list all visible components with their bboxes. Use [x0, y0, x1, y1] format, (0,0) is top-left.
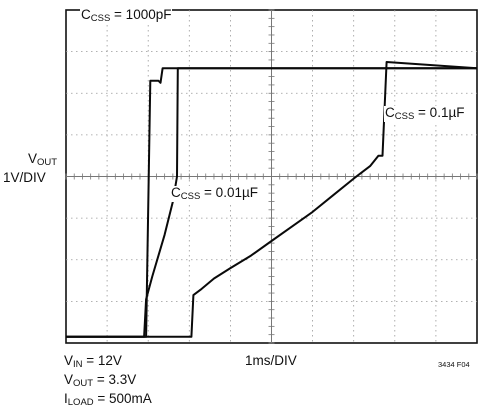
trace-layer: [66, 61, 478, 338]
trace-series-2: [66, 67, 477, 338]
series-label-1000pf: CCSS = 1000pF: [80, 7, 173, 24]
figure-id: 3434 F04: [438, 360, 470, 369]
scope-grid: [65, 9, 478, 344]
series-label-0-1uf: CCSS = 0.1µF: [384, 105, 466, 122]
trace-series-3: [66, 61, 478, 338]
condition-vin: VIN = 12V: [64, 353, 122, 370]
x-axis-scale: 1ms/DIV: [245, 353, 297, 368]
condition-iload: ILOAD = 500mA: [64, 391, 152, 408]
series-label-0-01uf: CCSS = 0.01µF: [170, 185, 259, 202]
y-axis-scale: 1V/DIV: [3, 170, 46, 185]
y-axis-label: VOUT: [28, 151, 58, 168]
condition-vout: VOUT = 3.3V: [64, 372, 137, 389]
